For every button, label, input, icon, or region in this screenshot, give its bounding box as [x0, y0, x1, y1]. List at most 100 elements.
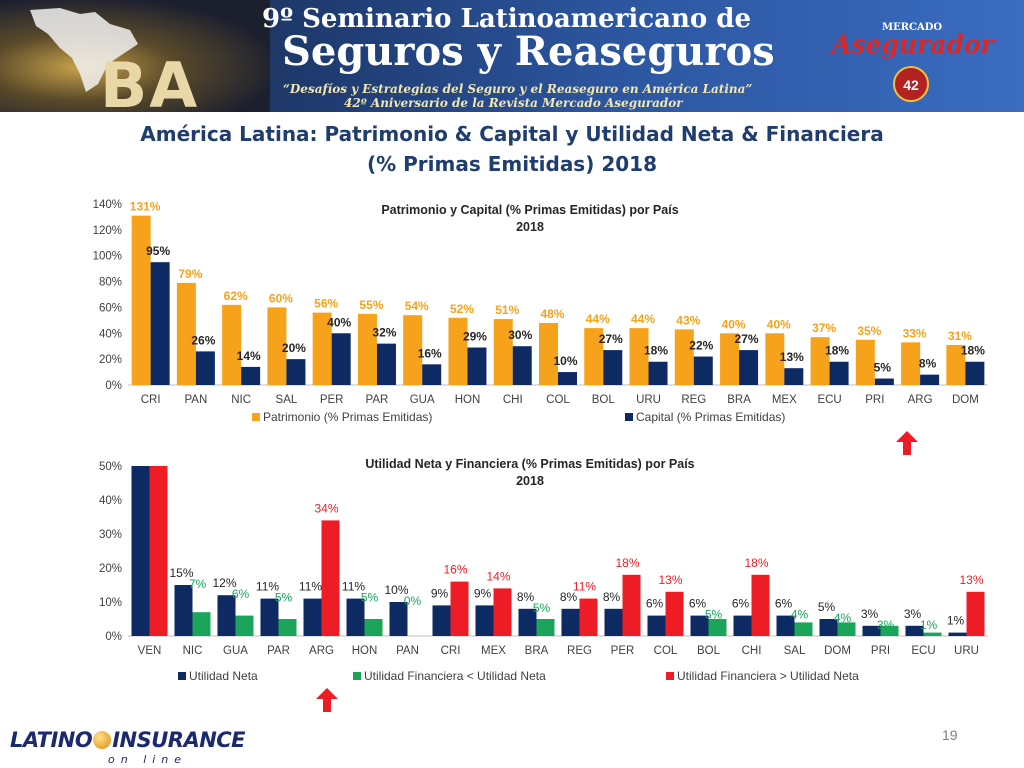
bar-utilidad-neta — [475, 605, 494, 636]
bar-utilidad-neta — [131, 466, 150, 636]
chart-patrimonio-capital: Patrimonio y Capital (% Primas Emitidas)… — [93, 199, 988, 424]
y-tick-label: 40% — [99, 328, 122, 340]
data-label-patrimonio: 48% — [540, 307, 564, 321]
data-label-capital: 20% — [282, 341, 306, 355]
x-tick-label: HON — [455, 394, 481, 406]
bar-utilidad-financiera — [794, 622, 813, 636]
chart-subtitle: 2018 — [516, 474, 544, 488]
x-tick-label: NIC — [183, 645, 203, 657]
data-label-utilidad-financiera: 1% — [920, 618, 938, 632]
bar-utilidad-neta — [604, 608, 623, 636]
data-label-capital: 10% — [553, 354, 577, 368]
legend-label-financiera-menor: Utilidad Financiera < Utilidad Neta — [364, 669, 546, 683]
bar-utilidad-neta — [561, 608, 580, 636]
data-label-patrimonio: 40% — [767, 317, 791, 331]
x-tick-label: SAL — [276, 394, 298, 406]
bar-utilidad-neta — [260, 598, 279, 636]
data-label-utilidad-financiera: 5% — [533, 601, 551, 615]
y-tick-label: 140% — [93, 199, 122, 211]
data-label-utilidad-financiera: 5% — [275, 591, 293, 605]
bar-utilidad-neta — [389, 602, 408, 636]
legend-swatch-financiera-menor — [353, 672, 361, 680]
bar-patrimonio — [946, 344, 966, 385]
bar-patrimonio — [448, 317, 468, 385]
legend-swatch-neta — [178, 672, 186, 680]
x-tick-label: PRI — [871, 645, 890, 657]
x-tick-label: CRI — [441, 645, 461, 657]
chart-utilidad: Utilidad Neta y Financiera (% Primas Emi… — [99, 457, 988, 683]
bar-utilidad-financiera — [751, 574, 770, 636]
data-label-utilidad-neta: 11% — [299, 580, 322, 594]
data-label-capital: 18% — [825, 344, 849, 358]
x-tick-label: DOM — [824, 645, 851, 657]
banner-anniversary: 42º Aniversario de la Revista Mercado As… — [344, 96, 683, 110]
data-label-utilidad-neta: 9% — [474, 586, 492, 600]
data-label-utilidad-financiera: 11% — [573, 580, 596, 594]
data-label-patrimonio: 79% — [178, 267, 202, 281]
bar-patrimonio — [403, 315, 423, 385]
data-label-capital: 5% — [874, 361, 892, 375]
data-label-patrimonio: 37% — [812, 321, 836, 335]
data-label-capital: 14% — [237, 349, 261, 363]
data-label-capital: 40% — [327, 315, 351, 329]
data-label-capital: 26% — [191, 333, 215, 347]
bar-utilidad-neta — [862, 625, 881, 636]
data-label-patrimonio: 52% — [450, 302, 474, 316]
data-label-utilidad-financiera: 6% — [232, 587, 250, 601]
bar-patrimonio — [493, 319, 513, 385]
data-label-capital: 8% — [919, 357, 937, 371]
data-label-patrimonio: 62% — [224, 289, 248, 303]
bar-utilidad-neta — [303, 598, 322, 636]
bar-patrimonio — [810, 337, 830, 385]
bar-capital — [603, 350, 623, 385]
x-tick-label: COL — [546, 394, 570, 406]
x-tick-label: ARG — [309, 645, 334, 657]
anniversary-badge: 42 — [893, 66, 929, 102]
x-tick-label: URU — [954, 645, 979, 657]
bar-utilidad-neta — [432, 605, 451, 636]
x-tick-label: PER — [611, 645, 635, 657]
bar-patrimonio — [357, 313, 377, 385]
y-tick-label: 60% — [99, 302, 122, 314]
x-tick-label: DOM — [952, 394, 979, 406]
legend-label-capital: Capital (% Primas Emitidas) — [636, 410, 785, 424]
bar-capital — [512, 346, 532, 385]
latino-insurance-logo: LATINO INSURANCE — [10, 728, 246, 752]
data-label-capital: 95% — [146, 244, 170, 258]
x-tick-label: ECU — [817, 394, 841, 406]
y-tick-label: 50% — [99, 461, 122, 473]
bar-capital — [874, 378, 894, 385]
data-label-utilidad-neta: 6% — [732, 597, 750, 611]
bar-capital — [241, 366, 261, 385]
bar-patrimonio — [674, 329, 694, 385]
data-label-patrimonio: 31% — [948, 329, 972, 343]
x-tick-label: CRI — [141, 394, 161, 406]
data-label-patrimonio: 35% — [857, 324, 881, 338]
x-tick-label: MEX — [481, 645, 506, 657]
data-label-patrimonio: 44% — [631, 312, 655, 326]
bar-patrimonio — [267, 307, 287, 385]
x-tick-label: SAL — [784, 645, 806, 657]
data-label-utilidad-neta: 12% — [212, 576, 236, 590]
y-tick-label: 0% — [105, 380, 122, 392]
bar-utilidad-neta — [819, 619, 838, 636]
chart-title: Utilidad Neta y Financiera (% Primas Emi… — [365, 457, 694, 471]
data-label-utilidad-financiera: 14% — [486, 569, 510, 583]
brand-label-small: MERCADO — [882, 22, 943, 33]
x-tick-label: NIC — [231, 394, 251, 406]
bar-patrimonio — [312, 312, 332, 385]
y-tick-label: 0% — [105, 631, 122, 643]
legend-label-neta: Utilidad Neta — [189, 669, 258, 683]
data-label-patrimonio: 51% — [495, 303, 519, 317]
data-label-utilidad-neta: 8% — [560, 590, 578, 604]
bar-patrimonio — [222, 304, 242, 385]
data-label-utilidad-neta: 6% — [775, 597, 793, 611]
data-label-utilidad-financiera: 3% — [877, 618, 895, 632]
data-label-capital: 18% — [644, 344, 668, 358]
x-tick-label: CHI — [503, 394, 523, 406]
bar-capital — [558, 372, 577, 385]
data-label-utilidad-neta: 5% — [818, 600, 836, 614]
x-tick-label: PAN — [184, 394, 207, 406]
bar-patrimonio — [131, 215, 151, 385]
globe-icon — [93, 731, 112, 749]
